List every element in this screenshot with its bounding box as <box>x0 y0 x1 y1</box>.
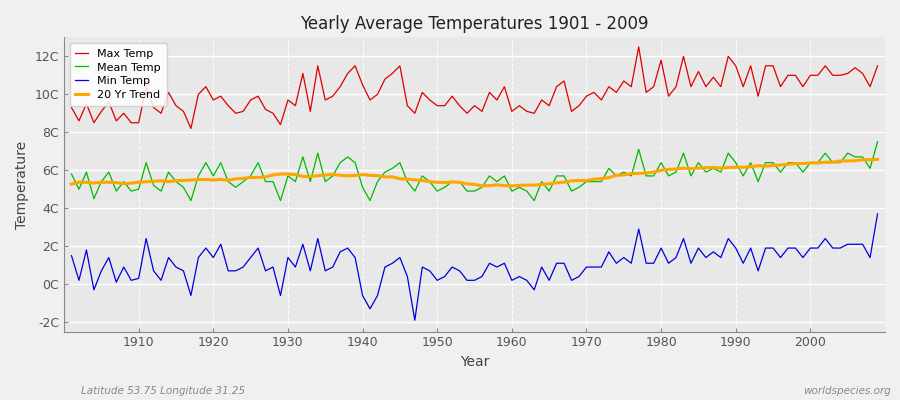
Min Temp <box>514 274 525 279</box>
Line: Mean Temp: Mean Temp <box>71 142 878 200</box>
X-axis label: Year: Year <box>460 355 490 369</box>
20 Yr Trend <box>66 182 77 186</box>
Min Temp <box>410 318 420 322</box>
20 Yr Trend <box>872 157 883 162</box>
Min Temp <box>290 265 301 270</box>
Max Temp <box>514 103 525 108</box>
Mean Temp <box>342 154 353 159</box>
20 Yr Trend <box>335 173 346 178</box>
20 Yr Trend <box>126 181 137 186</box>
Min Temp <box>872 212 883 216</box>
20 Yr Trend <box>290 172 301 177</box>
Mean Temp <box>126 189 137 194</box>
Max Temp <box>185 126 196 131</box>
Max Temp <box>872 64 883 68</box>
20 Yr Trend <box>514 183 525 188</box>
Mean Temp <box>604 166 615 171</box>
Mean Temp <box>185 198 196 203</box>
20 Yr Trend <box>604 175 615 180</box>
Line: 20 Yr Trend: 20 Yr Trend <box>71 159 878 186</box>
Mean Temp <box>66 172 77 176</box>
Min Temp <box>66 253 77 258</box>
Mean Temp <box>298 154 309 159</box>
20 Yr Trend <box>499 183 509 188</box>
Line: Min Temp: Min Temp <box>71 214 878 320</box>
Max Temp <box>66 105 77 110</box>
Mean Temp <box>507 189 517 194</box>
Mean Temp <box>514 185 525 190</box>
Title: Yearly Average Temperatures 1901 - 2009: Yearly Average Temperatures 1901 - 2009 <box>301 15 649 33</box>
Text: worldspecies.org: worldspecies.org <box>803 386 891 396</box>
Max Temp <box>507 109 517 114</box>
Max Temp <box>342 71 353 76</box>
Text: Latitude 53.75 Longitude 31.25: Latitude 53.75 Longitude 31.25 <box>81 386 245 396</box>
Max Temp <box>126 120 137 125</box>
Legend: Max Temp, Mean Temp, Min Temp, 20 Yr Trend: Max Temp, Mean Temp, Min Temp, 20 Yr Tre… <box>69 43 166 106</box>
Max Temp <box>634 44 644 49</box>
Max Temp <box>298 71 309 76</box>
20 Yr Trend <box>507 184 517 188</box>
Min Temp <box>126 278 137 283</box>
Line: Max Temp: Max Temp <box>71 47 878 128</box>
Y-axis label: Temperature: Temperature <box>15 140 29 228</box>
Min Temp <box>335 250 346 254</box>
Min Temp <box>507 278 517 283</box>
Mean Temp <box>872 139 883 144</box>
Min Temp <box>604 250 615 254</box>
Max Temp <box>604 84 615 89</box>
